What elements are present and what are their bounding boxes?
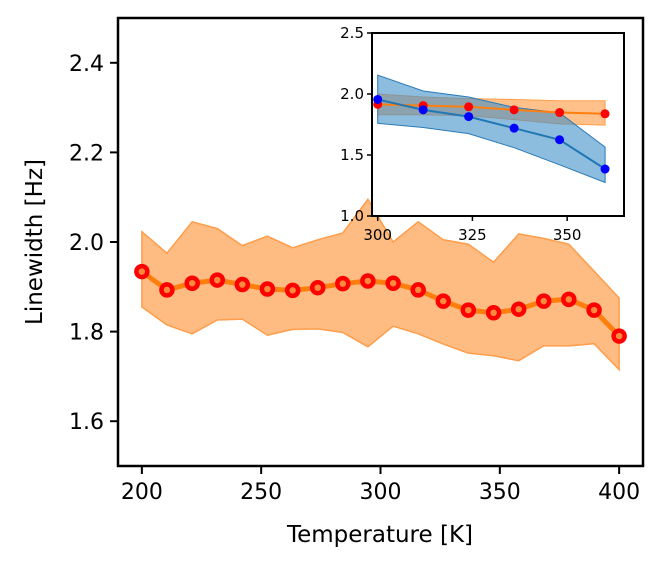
data-point	[259, 281, 276, 297]
x-tick-label: 400	[598, 480, 640, 505]
inset-y-tick-label: 2.0	[340, 85, 364, 103]
data-point	[159, 282, 175, 298]
inset-blue-points	[373, 94, 610, 174]
y-tick-label: 2.4	[69, 52, 104, 77]
data-point	[435, 293, 452, 309]
data-point	[535, 293, 552, 309]
inset-x-tick-label: 350	[553, 226, 582, 244]
inset-data-point	[464, 112, 474, 122]
data-point	[561, 291, 577, 308]
data-point	[134, 263, 150, 280]
inset-x-ticks: 300 325 350	[363, 216, 581, 244]
data-point	[611, 328, 627, 344]
data-point	[184, 275, 200, 291]
inset-data-point	[600, 164, 610, 174]
main-data-points	[134, 263, 627, 344]
x-tick-label: 300	[360, 480, 402, 505]
y-tick-label: 2.2	[69, 141, 104, 166]
inset-data-point	[464, 102, 474, 112]
inset-data-point	[555, 108, 565, 118]
inset-data-point	[509, 123, 519, 133]
inset-y-ticks: 1.0 1.5 2.0 2.5	[340, 24, 372, 225]
data-point	[309, 279, 326, 296]
inset-orange-line	[377, 103, 606, 115]
inset-y-tick-label: 2.5	[340, 24, 364, 42]
inset-y-tick-label: 1.5	[340, 146, 364, 164]
data-point	[335, 275, 351, 292]
data-point	[234, 276, 251, 293]
inset-data-point	[509, 105, 519, 115]
inset-blue-error-band	[377, 74, 606, 184]
inset-y-tick-label: 1.0	[340, 207, 364, 225]
data-point	[586, 302, 602, 318]
x-tick-label: 200	[121, 480, 163, 505]
data-point	[485, 305, 502, 321]
data-point	[385, 275, 401, 291]
x-tick-label: 350	[479, 480, 521, 505]
data-point	[510, 301, 527, 317]
data-point	[209, 272, 226, 288]
inset-x-tick-label: 325	[458, 226, 487, 244]
data-point	[360, 273, 376, 289]
inset-data-point	[373, 94, 383, 104]
main-x-axis-label: Temperature [K]	[286, 522, 473, 548]
inset-axes-frame	[371, 32, 625, 217]
inset-data-point	[555, 135, 565, 145]
y-tick-label: 1.6	[69, 410, 104, 435]
y-tick-label: 1.8	[69, 321, 104, 346]
data-point	[410, 282, 426, 298]
data-point	[460, 302, 477, 318]
main-x-ticks: 200 250 300 350 400	[121, 466, 640, 505]
inset-x-tick-label: 300	[363, 226, 392, 244]
main-y-axis-label: Linewidth [Hz]	[22, 159, 48, 325]
inset-data-point	[600, 109, 610, 119]
inset-data-point	[418, 105, 428, 115]
main-y-ticks: 1.6 1.8 2.0 2.2 2.4	[69, 52, 118, 435]
inset-plot: 300 325 350 1.0 1.5 2.0 2.5	[340, 24, 625, 244]
x-tick-label: 250	[240, 480, 282, 505]
data-point	[284, 282, 301, 299]
inset-blue-line	[377, 98, 606, 170]
main-plot: 200 250 300 350 400 1.6 1.8 2.0 2.2 2.4 Temperat…	[22, 16, 645, 548]
y-tick-label: 2.0	[69, 231, 104, 256]
